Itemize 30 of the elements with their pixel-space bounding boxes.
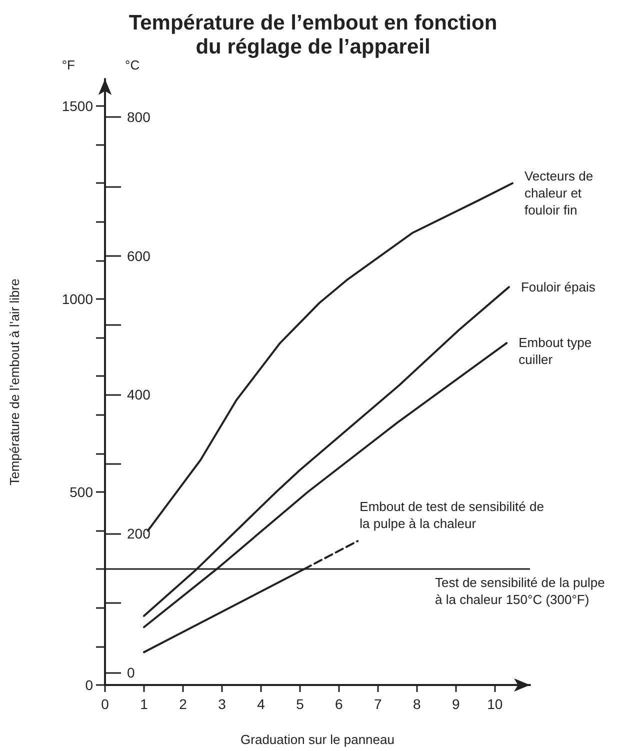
x-tick-label: 3	[218, 696, 226, 712]
ref-line-label: Test de sensibilité de la pulpe à la chaleur 150°C (300°F)	[435, 575, 608, 608]
chart-title: Température de l’embout en fonction du réglage de l’appareil	[128, 12, 498, 58]
x-tick-label: 7	[374, 696, 382, 712]
series-label: Embout type cuiller	[518, 335, 596, 368]
y-tick-label: 500	[70, 484, 94, 500]
text: °C	[125, 58, 140, 72]
y-tick-label: 0	[85, 677, 94, 693]
x-axis-title: Graduation sur le panneau	[240, 732, 394, 747]
y-axis-title: Température de l’embout à l’air libre	[7, 278, 22, 486]
series-label: Embout de test de sensibilité de la pulpe à la chaleur	[360, 499, 548, 532]
y2-tick-label: 0	[127, 664, 135, 681]
y2-tick-label: 200	[127, 526, 151, 542]
x-tick-label: 6	[335, 696, 344, 712]
x-tick-label: 0	[101, 696, 110, 712]
y2-tick-label: 400	[127, 386, 151, 403]
x-tick-label: 2	[179, 696, 188, 712]
y-tick-label: 1000	[62, 291, 94, 308]
y-tick-label: 1500	[62, 98, 94, 114]
x-tick-label: 9	[452, 696, 460, 712]
y2-tick-label: 800	[127, 108, 151, 125]
x-tick-label: 8	[413, 696, 422, 712]
text: °F	[62, 58, 76, 72]
series-label: Vecteurs de chaleur et fouloir fin	[524, 168, 597, 218]
series-label: Fouloir épais	[520, 280, 596, 295]
x-tick-label: 1	[140, 696, 148, 712]
x-tick-label: 5	[296, 696, 304, 712]
x-tick-label: 10	[487, 696, 503, 712]
x-tick-label: 4	[257, 696, 266, 712]
y2-tick-label: 600	[127, 248, 151, 264]
